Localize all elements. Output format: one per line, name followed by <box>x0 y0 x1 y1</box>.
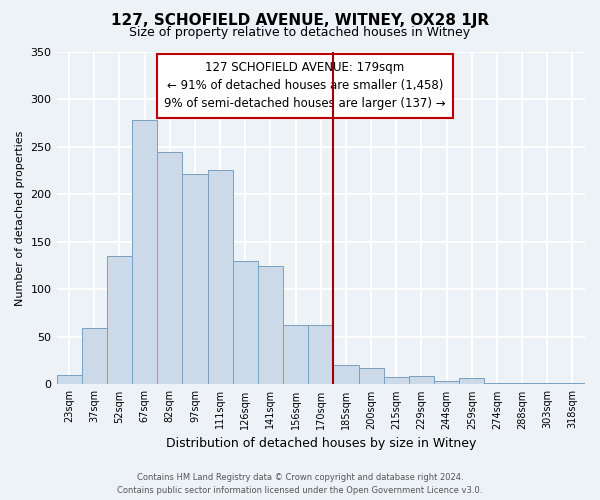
Bar <box>107 256 132 384</box>
Bar <box>258 266 283 384</box>
Text: Size of property relative to detached houses in Witney: Size of property relative to detached ho… <box>130 26 470 39</box>
Bar <box>409 376 434 384</box>
Text: Contains HM Land Registry data © Crown copyright and database right 2024.
Contai: Contains HM Land Registry data © Crown c… <box>118 474 482 495</box>
Bar <box>82 328 107 384</box>
Bar <box>359 368 383 384</box>
Bar <box>434 380 459 384</box>
Bar <box>233 261 258 384</box>
Text: 127, SCHOFIELD AVENUE, WITNEY, OX28 1JR: 127, SCHOFIELD AVENUE, WITNEY, OX28 1JR <box>111 12 489 28</box>
Bar <box>208 170 233 384</box>
Bar <box>56 375 82 384</box>
Bar <box>157 152 182 384</box>
Bar <box>283 326 308 384</box>
Bar <box>132 120 157 384</box>
Bar <box>383 377 409 384</box>
Text: 127 SCHOFIELD AVENUE: 179sqm
← 91% of detached houses are smaller (1,458)
9% of : 127 SCHOFIELD AVENUE: 179sqm ← 91% of de… <box>164 62 446 110</box>
Bar <box>560 382 585 384</box>
Bar <box>308 326 334 384</box>
X-axis label: Distribution of detached houses by size in Witney: Distribution of detached houses by size … <box>166 437 476 450</box>
Bar <box>484 382 509 384</box>
Bar <box>182 174 208 384</box>
Y-axis label: Number of detached properties: Number of detached properties <box>15 130 25 306</box>
Bar <box>334 366 359 384</box>
Bar <box>459 378 484 384</box>
